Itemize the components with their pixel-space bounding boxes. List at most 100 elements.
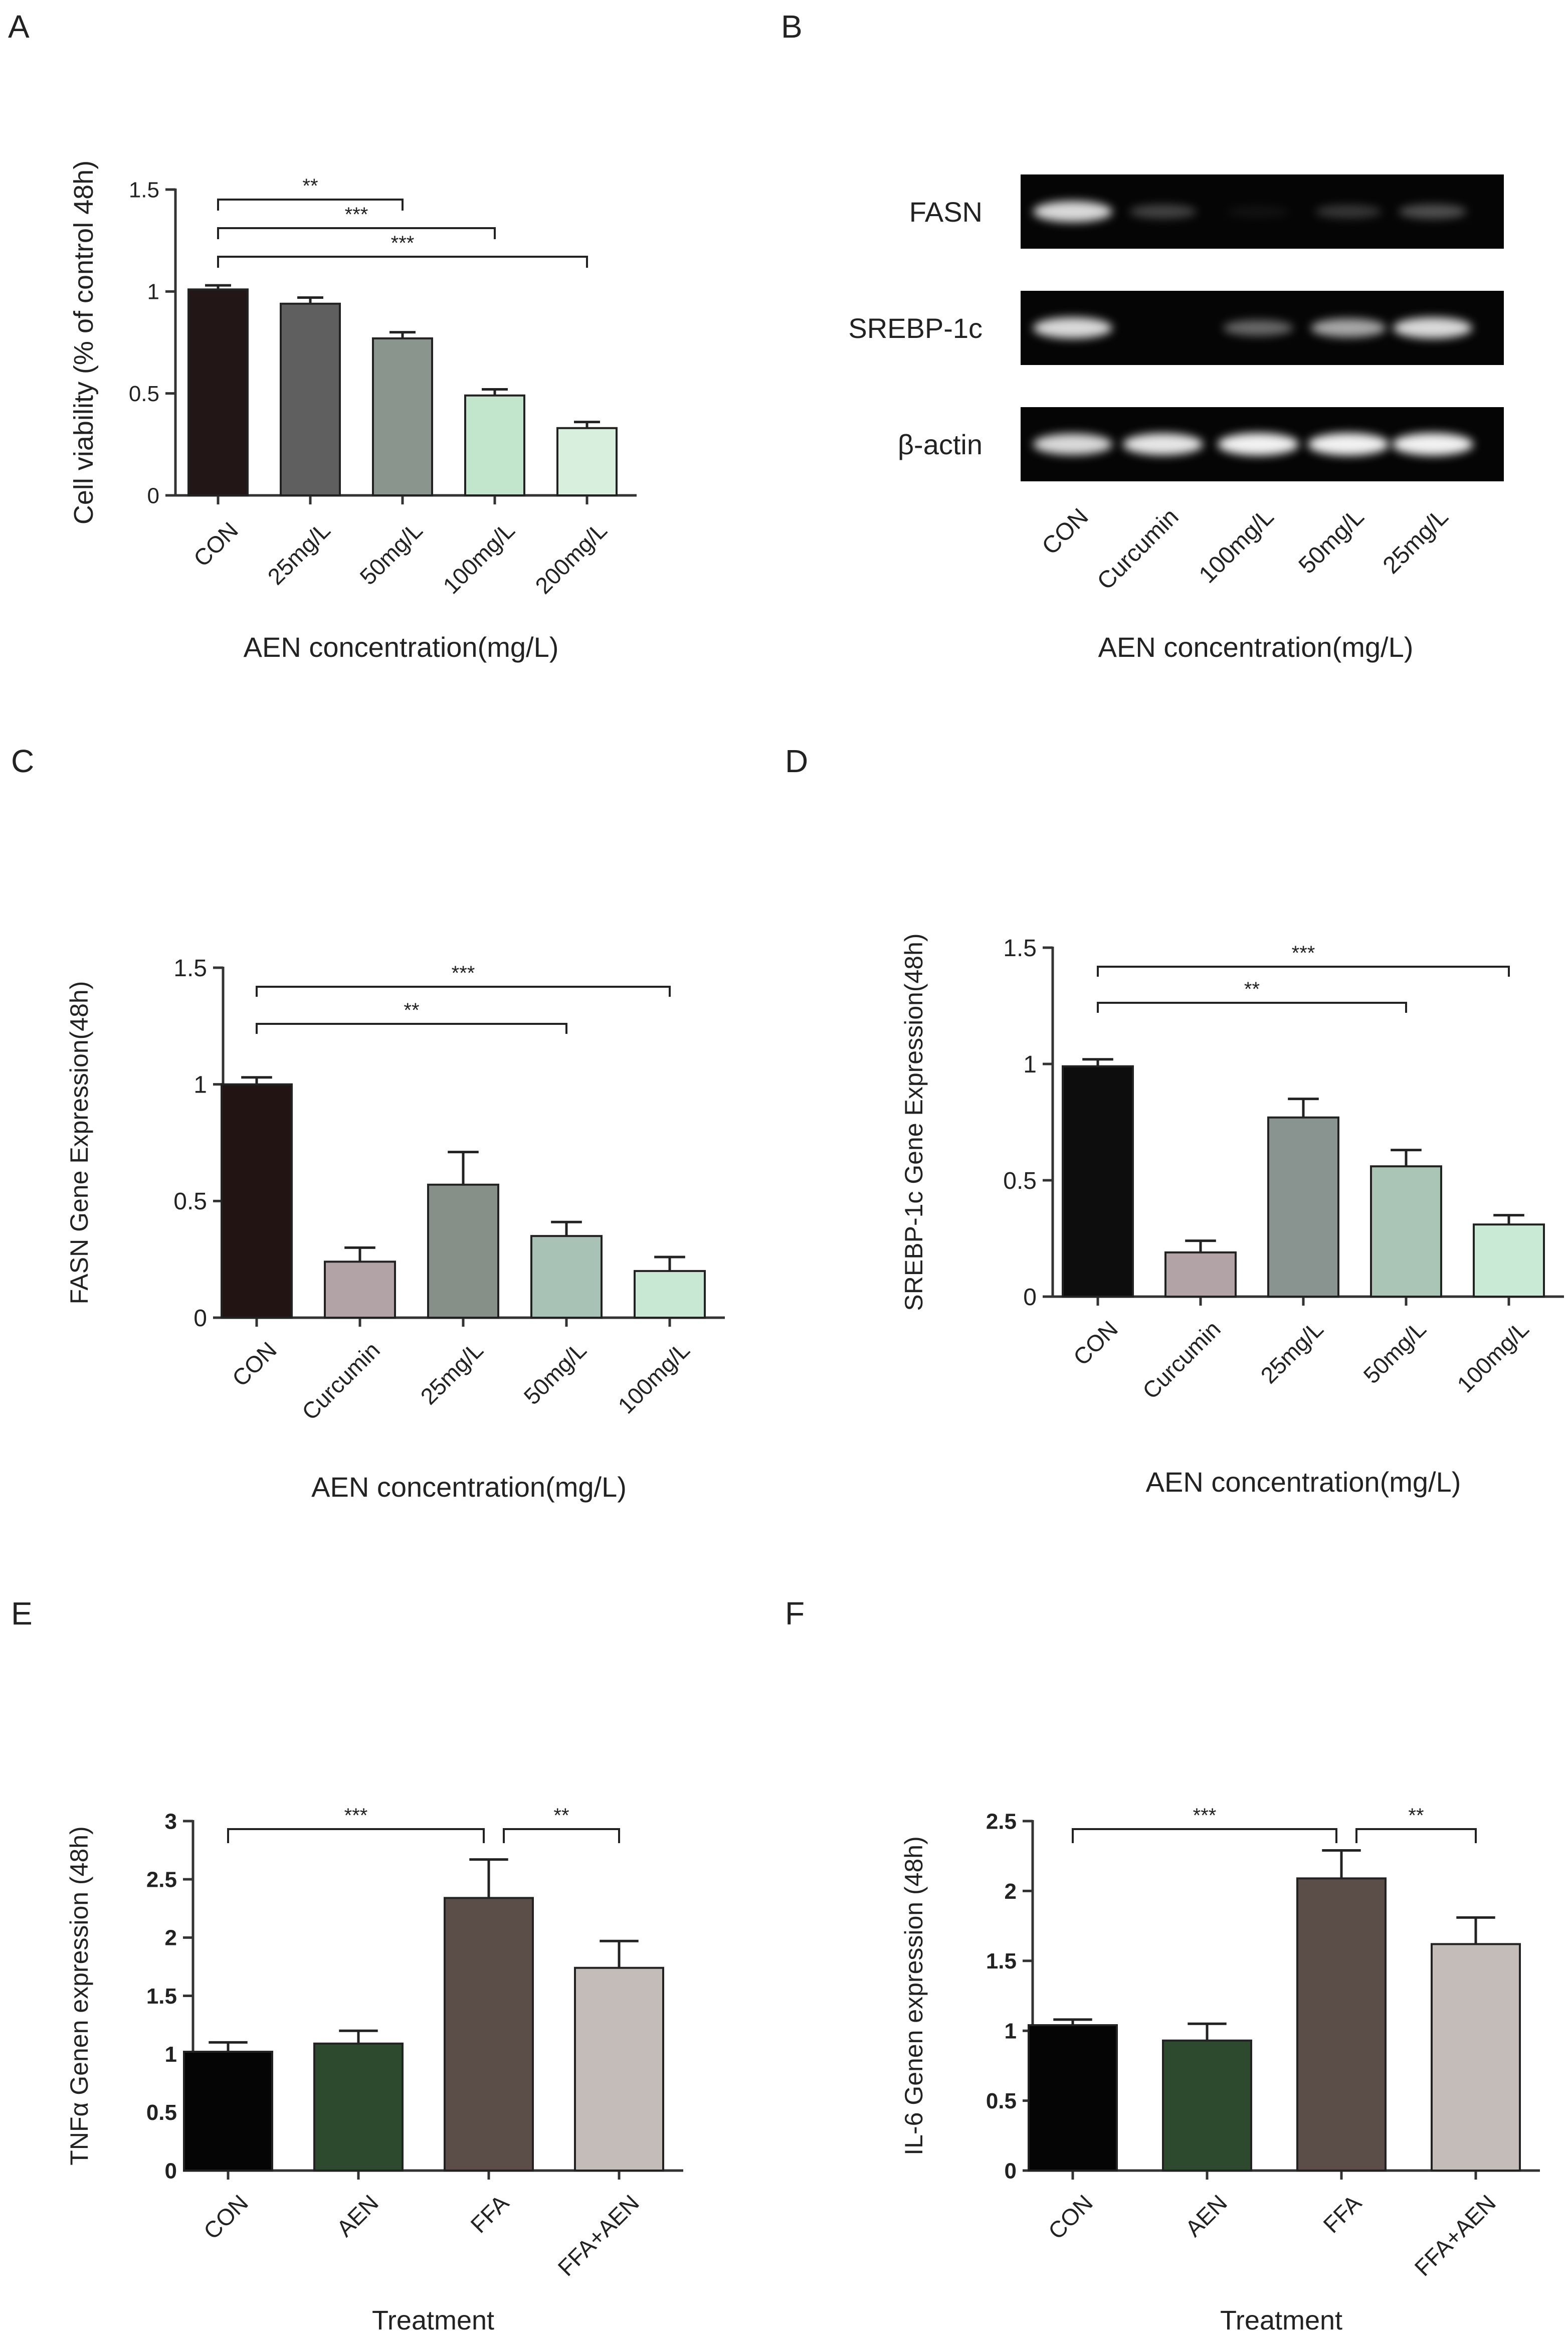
bar — [556, 427, 618, 496]
y-axis-title: Cell viability (% of control 48h) — [69, 160, 99, 524]
significance-label: *** — [344, 1805, 368, 1827]
x-axis-title: Treatment — [372, 2305, 494, 2332]
gel-band — [1308, 433, 1389, 456]
gel-band — [1033, 201, 1112, 223]
y-tick-label: 1.5 — [129, 177, 159, 202]
x-category-label: 200mg/L — [530, 517, 612, 599]
x-category-label: AEN — [1180, 2190, 1232, 2242]
chart-d-srebp1c-expression: 0 0.5 1 1.5 CON Curcumin 25mg/L 50mg/L 100mg/L SR… — [900, 933, 1564, 1498]
significance-label: ** — [1408, 1805, 1424, 1827]
x-axis-title: AEN concentration(mg/L) — [244, 631, 559, 663]
gel-band — [1033, 317, 1112, 339]
y-tick-label: 0.5 — [129, 382, 159, 406]
y-tick-label: 1 — [147, 280, 159, 304]
bar — [372, 337, 433, 496]
significance-label: ** — [302, 175, 318, 197]
y-tick-label: 2.5 — [146, 1868, 177, 1892]
bar — [221, 1083, 293, 1319]
chart-f-il6-expression: 0 0.5 1 1.5 2 2.5 CON AEN FFA FFA+AEN IL-6 Genen e… — [900, 1805, 1540, 2332]
x-category-label: 50mg/L — [355, 517, 428, 590]
bar — [187, 288, 249, 496]
bar — [1370, 1165, 1442, 1298]
x-category-label: FFA+AEN — [553, 2190, 644, 2281]
panel-label-c: C — [11, 743, 34, 779]
panel-label-b: B — [781, 9, 803, 45]
bar — [280, 302, 341, 496]
gel-row-label: SREBP-1c — [848, 312, 983, 344]
bar — [1267, 1116, 1339, 1298]
x-axis-title: AEN concentration(mg/L) — [1098, 631, 1414, 663]
bar — [634, 1270, 706, 1319]
x-axis-title: AEN concentration(mg/L) — [1146, 1466, 1461, 1498]
x-category-label: CON — [227, 1337, 282, 1391]
bar — [444, 1897, 534, 2172]
x-category-label: CON — [1043, 2190, 1098, 2244]
y-tick-label: 1 — [165, 2042, 177, 2067]
bar — [324, 1261, 396, 1319]
y-tick-label: 0 — [193, 1305, 207, 1332]
bar — [574, 1966, 664, 2172]
panel-label-e: E — [11, 1595, 33, 1632]
significance-bracket — [256, 1023, 567, 1034]
bar — [1473, 1223, 1545, 1298]
bar — [427, 1183, 499, 1319]
significance-bracket — [1097, 966, 1510, 977]
y-tick-label: 1 — [1023, 1051, 1037, 1078]
gel-band — [1129, 205, 1197, 219]
bar — [1296, 1877, 1387, 2172]
y-tick-label: 0 — [147, 483, 159, 508]
y-tick-label: 0.5 — [146, 2100, 177, 2125]
x-axis-title: Treatment — [1220, 2305, 1342, 2332]
significance-label: ** — [553, 1805, 569, 1827]
panel-label-f: F — [785, 1595, 805, 1632]
significance-label: ** — [404, 999, 419, 1021]
x-category-label: 25mg/L — [263, 517, 335, 590]
gel-band — [1399, 204, 1467, 219]
x-category-label: CON — [199, 2190, 253, 2244]
significance-bracket — [217, 256, 588, 268]
gel-lane-label: 100mg/L — [1194, 503, 1279, 589]
chart-e-tnfa-expression: 0 0.5 1 1.5 2 2.5 3 CON AEN FFA FFA+AEN TNFα Genen … — [65, 1805, 683, 2332]
y-axis-title: FASN Gene Expression(48h) — [65, 981, 93, 1305]
bar — [1028, 2024, 1118, 2172]
significance-bracket — [1097, 1002, 1407, 1013]
x-category-label: 100mg/L — [1452, 1316, 1533, 1397]
significance-bracket — [217, 227, 496, 239]
x-axis-title: AEN concentration(mg/L) — [311, 1471, 627, 1503]
significance-label: *** — [452, 962, 475, 984]
significance-label: ** — [1244, 978, 1260, 1000]
x-category-label: CON — [1068, 1316, 1123, 1370]
x-category-label: FFA — [1318, 2190, 1366, 2238]
y-tick-label: 2.5 — [986, 1809, 1017, 1834]
bar — [1164, 1251, 1237, 1298]
x-category-label: Curcumin — [297, 1337, 385, 1425]
gel-band — [1393, 317, 1472, 339]
x-category-label: 100mg/L — [613, 1337, 694, 1418]
significance-label: *** — [1193, 1805, 1217, 1827]
significance-label: *** — [391, 232, 415, 254]
bar — [464, 394, 525, 496]
chart-a-cell-viability: 0 0.5 1 1.5 CON 25mg/L 50mg/L 100mg/L 200mg/L Cel… — [69, 160, 637, 663]
gel-band — [1218, 433, 1299, 456]
y-tick-label: 2 — [165, 1926, 177, 1950]
gel-lane-label: Curcumin — [1092, 503, 1184, 595]
y-tick-label: 1.5 — [986, 1949, 1017, 1974]
x-category-label: 50mg/L — [519, 1337, 592, 1409]
bar — [530, 1235, 603, 1319]
x-category-label: 100mg/L — [438, 517, 519, 599]
y-axis-title: SREBP-1c Gene Expression(48h) — [900, 933, 928, 1311]
significance-bracket — [217, 199, 404, 211]
gel-band — [1392, 433, 1473, 456]
y-tick-label: 2 — [1005, 1879, 1017, 1904]
x-category-label: CON — [188, 517, 243, 572]
x-category-label: Curcumin — [1137, 1316, 1226, 1404]
y-tick-label: 1 — [193, 1071, 207, 1098]
gel-row-label: β-actin — [898, 429, 983, 460]
bar — [1062, 1065, 1134, 1298]
gel-band — [1123, 433, 1203, 455]
panel-label-a: A — [8, 9, 30, 45]
x-category-label: 25mg/L — [1256, 1316, 1328, 1388]
y-tick-label: 1.5 — [173, 955, 207, 982]
